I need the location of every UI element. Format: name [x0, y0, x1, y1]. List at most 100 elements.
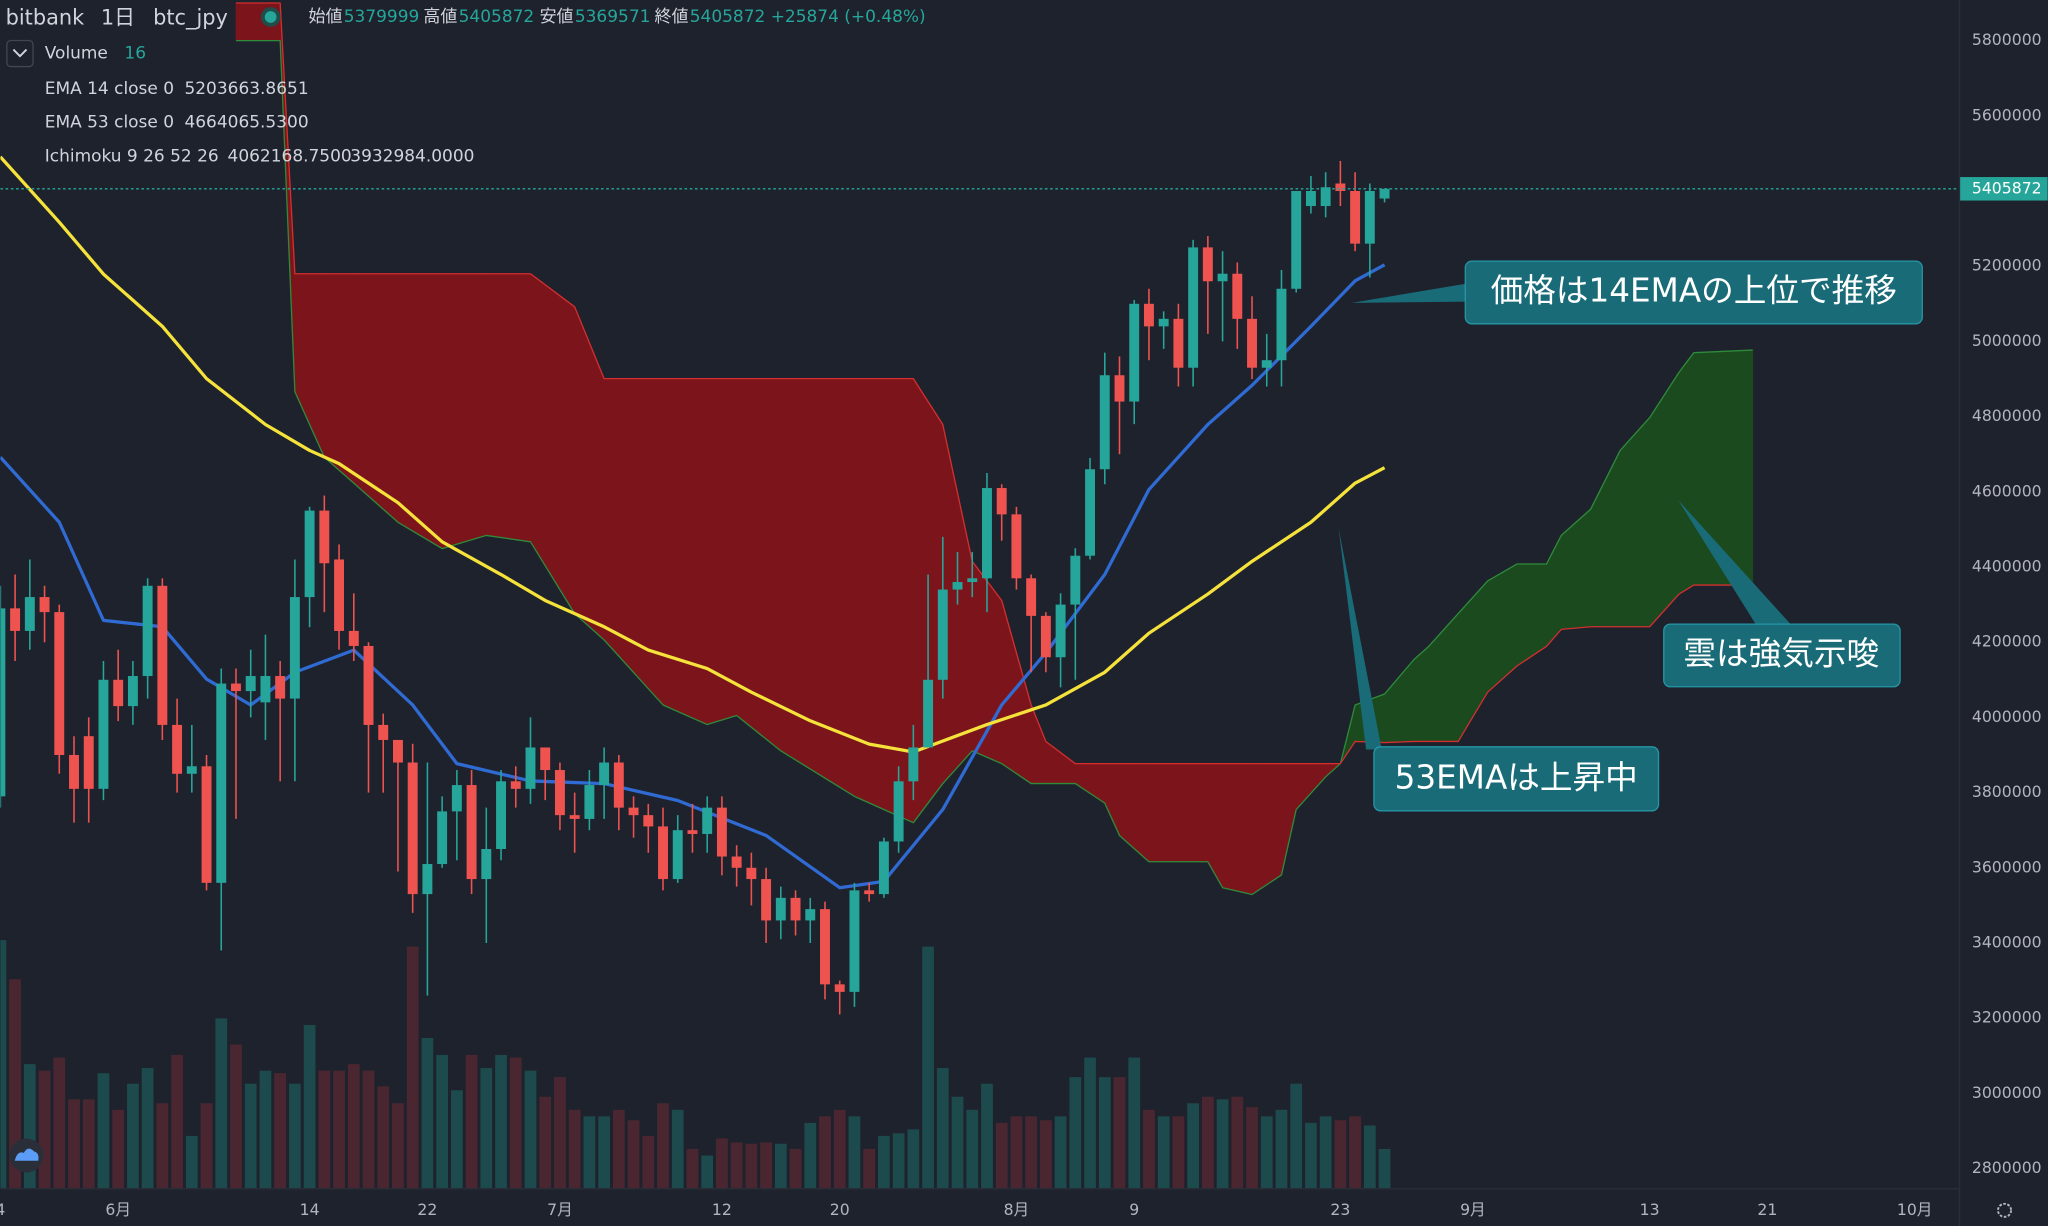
volume-bar — [833, 1109, 846, 1189]
volume-bar — [1113, 1077, 1126, 1189]
ichimoku-span-b-value: 3932984.0000 — [350, 147, 474, 167]
volume-bar — [244, 1083, 257, 1189]
volume-bar — [185, 1135, 198, 1189]
cloud-segment — [441, 273, 487, 550]
volume-bar — [760, 1142, 772, 1189]
volume-bar — [598, 1116, 610, 1189]
volume-bar — [82, 1099, 95, 1189]
callout: 価格は14EMAの上位で推移 — [1351, 260, 1923, 325]
volume-bar — [995, 1122, 1008, 1189]
span-a-line — [235, 39, 1753, 896]
cloud-segment — [1148, 763, 1209, 863]
volume-bar — [53, 1057, 66, 1189]
volume-legend: Volume — [45, 44, 108, 64]
y-tick-label: 2800000 — [1972, 1158, 2042, 1177]
volume-bar — [1275, 1109, 1288, 1189]
high-value: 5405872 — [459, 7, 535, 27]
y-tick-label: 3400000 — [1972, 932, 2042, 951]
candle-body — [407, 762, 418, 895]
candle-body — [496, 781, 506, 849]
volume-bar — [936, 1068, 949, 1189]
volume-bar — [863, 1148, 876, 1189]
candle-body — [1291, 191, 1302, 289]
candle-body — [1143, 303, 1154, 327]
candle-body — [392, 739, 403, 763]
collapse-button[interactable] — [6, 39, 34, 68]
y-tick-label: 3200000 — [1972, 1008, 2042, 1027]
candle-body — [113, 679, 124, 707]
candle-body — [1364, 191, 1375, 244]
candle-body — [245, 676, 256, 692]
candle-body — [864, 890, 875, 895]
volume-setting: 16 — [124, 44, 146, 64]
change: +25874 (+0.48%) — [771, 7, 926, 27]
candle-body — [982, 488, 992, 579]
y-tick-label: 4400000 — [1972, 556, 2042, 575]
cloud-segment — [1678, 351, 1695, 595]
candle-body — [1350, 191, 1361, 244]
volume-bar — [289, 1083, 301, 1189]
volume-bar — [171, 1054, 183, 1189]
cloud-segment — [1413, 645, 1430, 742]
candle-body — [1379, 188, 1390, 199]
volume-bar — [730, 1142, 743, 1189]
x-tick-label: 8月 — [1004, 1200, 1030, 1219]
low-label: 安値 — [540, 7, 574, 27]
candle-body — [231, 683, 241, 692]
volume-bar — [1246, 1107, 1258, 1189]
volume-bar — [716, 1138, 728, 1189]
volume-bar — [509, 1057, 522, 1189]
volume-bar — [318, 1070, 331, 1189]
candle-body — [540, 747, 551, 771]
candle-body — [363, 645, 374, 725]
candle-body — [1158, 318, 1169, 327]
symbol[interactable]: btc_jpy — [153, 5, 228, 29]
volume-bar — [907, 1129, 920, 1189]
callout-box — [1663, 623, 1901, 688]
cloud-segment — [353, 273, 399, 524]
candle-body — [10, 608, 21, 631]
candle-body — [628, 807, 639, 816]
settings-icon[interactable] — [1997, 1202, 2013, 1218]
volume-bar — [774, 1143, 787, 1189]
volume-bar — [362, 1070, 375, 1189]
candle-body — [702, 807, 713, 834]
volume-bar — [789, 1148, 802, 1189]
candle-body — [186, 766, 197, 774]
plot-area — [0, 2, 1959, 1189]
candle-body — [260, 676, 271, 703]
status-dot — [260, 7, 281, 27]
x-tick-label: 4 — [0, 1200, 5, 1219]
candle-body — [1335, 183, 1346, 192]
volume-bar — [671, 1109, 684, 1189]
callout-box — [1373, 746, 1660, 812]
volume-bar — [1305, 1122, 1317, 1189]
volume-bar — [274, 1073, 287, 1189]
candle-body — [849, 890, 860, 992]
candle-body — [1276, 288, 1287, 361]
price-label-box — [1960, 177, 2048, 201]
candle-body — [1040, 615, 1051, 658]
candle-body — [1070, 555, 1081, 605]
candle-body — [643, 815, 654, 827]
x-tick-label: 12 — [712, 1200, 732, 1219]
x-tick-label: 14 — [300, 1200, 320, 1219]
candle-body — [334, 559, 345, 631]
y-tick-label: 3600000 — [1972, 857, 2042, 876]
interval[interactable]: 1日 — [101, 5, 135, 29]
candle-body — [525, 747, 536, 789]
ema-line — [0, 155, 1386, 754]
candle-body — [584, 785, 595, 819]
x-tick-label: 23 — [1330, 1200, 1350, 1219]
cloud-segment — [1693, 349, 1754, 586]
volume-bar — [450, 1090, 463, 1189]
candle-body — [820, 909, 830, 985]
volume-bar — [156, 1103, 169, 1189]
volume-bar — [495, 1054, 507, 1189]
candle-body — [1173, 318, 1184, 368]
candle-body — [1114, 375, 1125, 402]
volume-bar — [922, 946, 934, 1189]
candle-body — [98, 679, 109, 789]
candle-body — [967, 578, 978, 583]
